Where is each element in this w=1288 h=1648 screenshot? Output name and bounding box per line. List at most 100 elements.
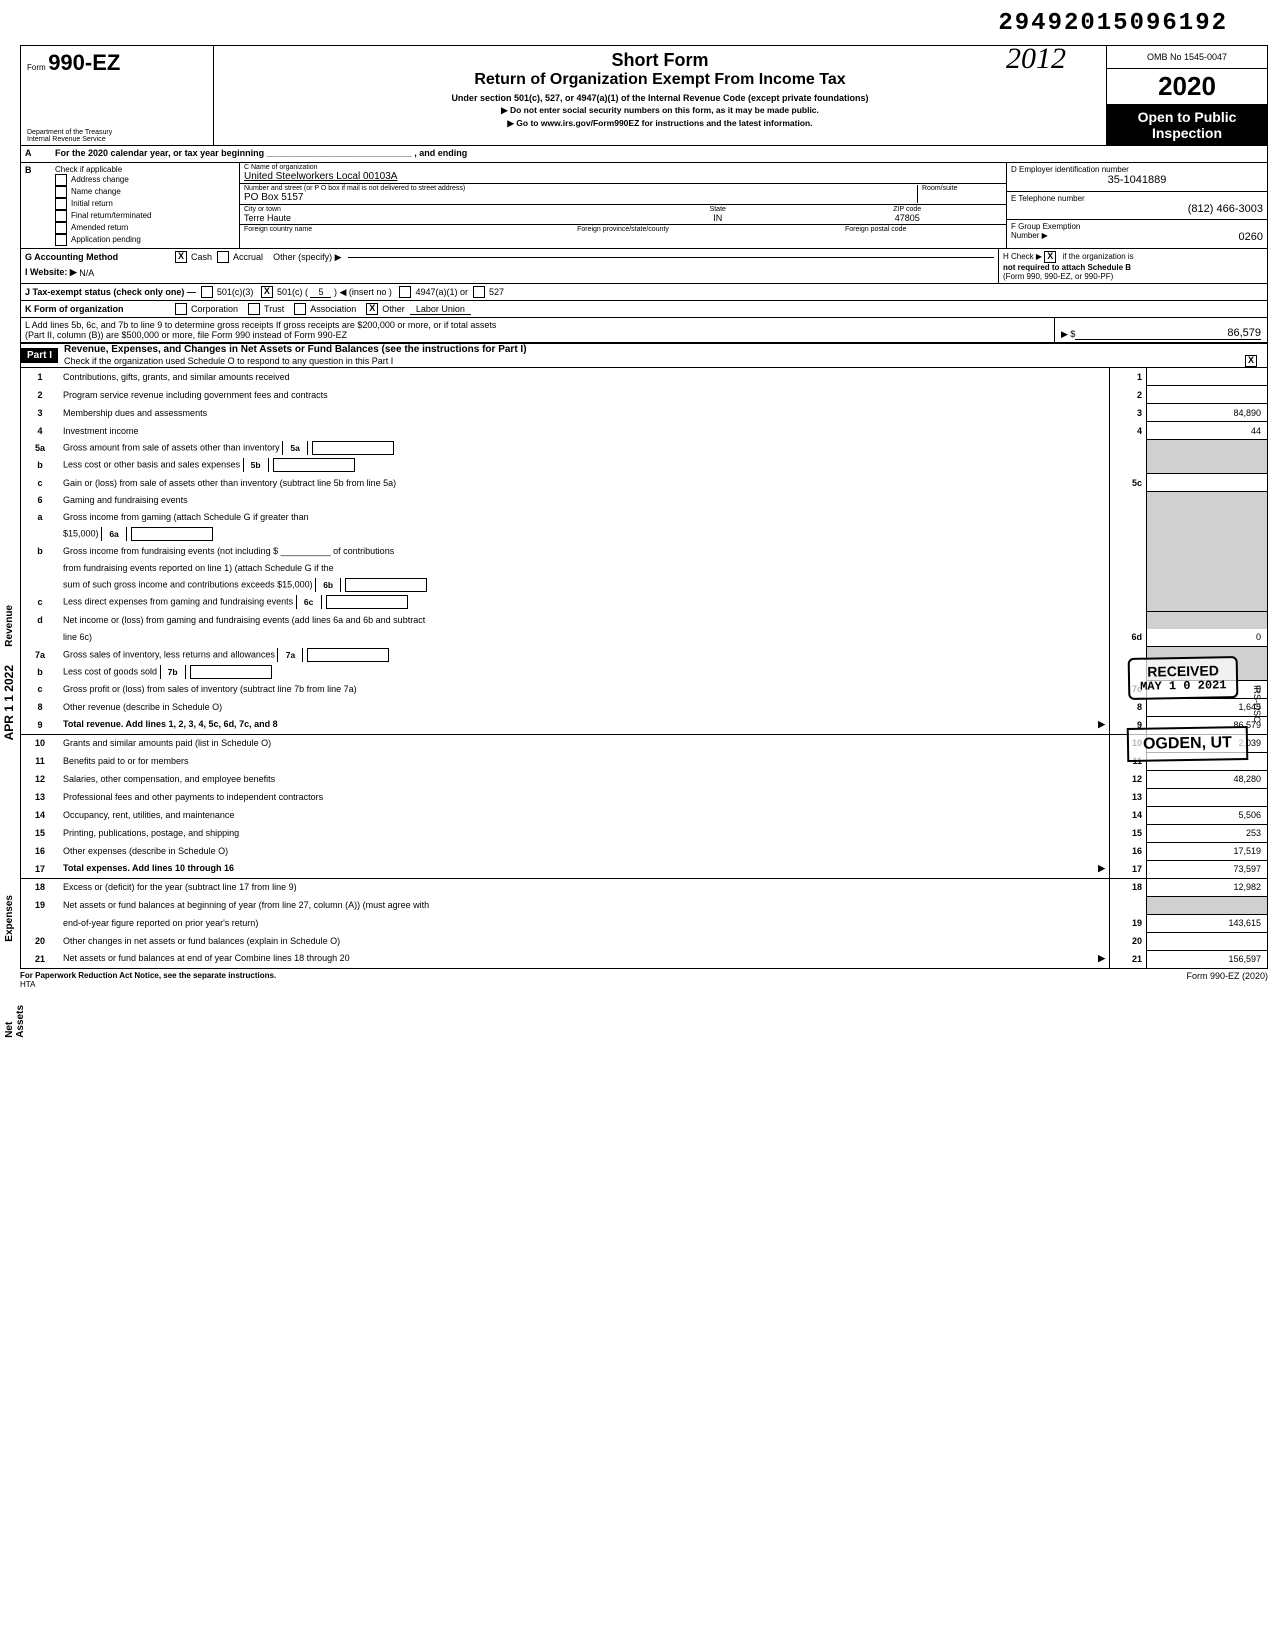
- checkbox-trust[interactable]: [248, 303, 260, 315]
- line-5b-desc: Less cost or other basis and sales expen…: [63, 459, 240, 469]
- checkbox-corporation[interactable]: [175, 303, 187, 315]
- foreign-prov-label: Foreign province/state/county: [497, 226, 750, 233]
- handwritten-year: 2012: [1006, 42, 1066, 76]
- checkbox-application-pending[interactable]: [55, 234, 67, 246]
- box-6c[interactable]: [326, 595, 408, 609]
- label-accrual: Accrual: [233, 252, 263, 262]
- checkbox-address-change[interactable]: [55, 174, 67, 186]
- checkbox-501c3[interactable]: [201, 286, 213, 298]
- line-8-desc: Other revenue (describe in Schedule O): [59, 698, 1110, 716]
- footer-hta: HTA: [20, 980, 35, 989]
- line-8-amt: 1,645: [1147, 698, 1268, 716]
- line-18-amt: 12,982: [1147, 878, 1268, 896]
- room-label: Room/suite: [922, 185, 1002, 192]
- side-label-expenses: Expenses: [4, 895, 15, 942]
- checkbox-other-org[interactable]: X: [366, 303, 378, 315]
- ein-value: 35-1041889: [1011, 174, 1263, 186]
- line-17-amt: 73,597: [1147, 860, 1268, 878]
- label-application-pending: Application pending: [71, 235, 141, 244]
- line-12-amt: 48,280: [1147, 770, 1268, 788]
- box-5a[interactable]: [312, 441, 394, 455]
- header-right: OMB No 1545-0047 2020 Open to Public Ins…: [1106, 46, 1267, 145]
- form-title-1: Short Form: [222, 50, 1098, 71]
- box-6a[interactable]: [131, 527, 213, 541]
- form-subtitle-1: Under section 501(c), 527, or 4947(a)(1)…: [222, 93, 1098, 103]
- phone-value: (812) 466-3003: [1011, 203, 1263, 215]
- checkbox-h[interactable]: X: [1044, 251, 1056, 263]
- line-3-desc: Membership dues and assessments: [59, 404, 1110, 422]
- line-1-amt: [1147, 368, 1268, 386]
- line-19-desc2: end-of-year figure reported on prior yea…: [59, 914, 1110, 932]
- checkbox-501c[interactable]: X: [261, 286, 273, 298]
- line-5a-desc: Gross amount from sale of assets other t…: [63, 442, 280, 452]
- tax-exempt-label: J Tax-exempt status (check only one) —: [25, 287, 196, 297]
- checkbox-final-return[interactable]: [55, 210, 67, 222]
- city-value: Terre Haute: [244, 213, 291, 223]
- right-block-def: D Employer identification number 35-1041…: [1006, 163, 1267, 248]
- row-l: L Add lines 5b, 6c, and 7b to line 9 to …: [21, 318, 1267, 343]
- box-7b[interactable]: [190, 665, 272, 679]
- other-org-value: Labor Union: [410, 304, 471, 315]
- received-stamp: RECEIVED MAY 1 0 2021: [1127, 656, 1238, 700]
- irs-osc-stamp: IRS-OSC: [1252, 685, 1262, 723]
- line-6a-desc2: $15,000): [63, 528, 99, 538]
- line-6d-amt: 0: [1147, 629, 1268, 647]
- open-line-2: Inspection: [1109, 125, 1265, 141]
- checkbox-527[interactable]: [473, 286, 485, 298]
- checkbox-schedule-o[interactable]: X: [1245, 355, 1257, 367]
- checkbox-association[interactable]: [294, 303, 306, 315]
- line-1-desc: Contributions, gifts, grants, and simila…: [59, 368, 1110, 386]
- group-exemption-value: 0260: [1239, 231, 1263, 243]
- label-final-return: Final return/terminated: [71, 211, 151, 220]
- line-18-desc: Excess or (deficit) for the year (subtra…: [59, 878, 1110, 896]
- section-c: C Name of organization United Steelworke…: [240, 163, 1006, 248]
- line-15-amt: 253: [1147, 824, 1268, 842]
- checkbox-cash[interactable]: X: [175, 251, 187, 263]
- footer-left: For Paperwork Reduction Act Notice, see …: [20, 971, 276, 980]
- l-text1: L Add lines 5b, 6c, and 7b to line 9 to …: [25, 320, 1050, 330]
- foreign-postal-label: Foreign postal code: [749, 226, 1002, 233]
- label-association: Association: [310, 304, 356, 314]
- line-6-desc: Gaming and fundraising events: [59, 492, 1110, 509]
- box-5b[interactable]: [273, 458, 355, 472]
- part1-check-text: Check if the organization used Schedule …: [64, 356, 393, 366]
- footer: For Paperwork Reduction Act Notice, see …: [20, 969, 1268, 991]
- side-label-netassets: Net Assets: [4, 1005, 26, 1038]
- part1-header-row: Part I Revenue, Expenses, and Changes in…: [21, 343, 1267, 368]
- checkbox-amended-return[interactable]: [55, 222, 67, 234]
- label-a: A: [21, 146, 51, 162]
- street-value: PO Box 5157: [244, 192, 303, 203]
- open-to-public: Open to Public Inspection: [1107, 105, 1267, 145]
- open-line-1: Open to Public: [1109, 109, 1265, 125]
- h-text4: (Form 990, 990-EZ, or 990-PF): [1003, 272, 1113, 281]
- checkbox-4947[interactable]: [399, 286, 411, 298]
- phone-label: E Telephone number: [1011, 194, 1085, 203]
- label-b: B: [21, 163, 51, 248]
- line-5c-amt: [1147, 474, 1268, 492]
- ein-label: D Employer identification number: [1011, 165, 1129, 174]
- form-of-org-label: K Form of organization: [25, 304, 175, 314]
- row-b-block: B Check if applicable Address change Nam…: [21, 163, 1267, 249]
- form-subtitle-2: ▶ Do not enter social security numbers o…: [222, 105, 1098, 116]
- label-amended-return: Amended return: [71, 223, 128, 232]
- line-17-desc: Total expenses. Add lines 10 through 16: [63, 863, 234, 873]
- label-name-change: Name change: [71, 187, 121, 196]
- checkbox-name-change[interactable]: [55, 186, 67, 198]
- box-7a[interactable]: [307, 648, 389, 662]
- box-6b[interactable]: [345, 578, 427, 592]
- label-trust: Trust: [264, 304, 284, 314]
- line-16-amt: 17,519: [1147, 842, 1268, 860]
- checkbox-initial-return[interactable]: [55, 198, 67, 210]
- check-if-applicable: Check if applicable: [55, 165, 235, 174]
- line-19-amt: 143,615: [1147, 914, 1268, 932]
- h-text2: if the organization is: [1063, 252, 1134, 261]
- label-other-org: Other: [382, 304, 405, 314]
- line-4-amt: 44: [1147, 422, 1268, 440]
- line-3-amt: 84,890: [1147, 404, 1268, 422]
- line-15-desc: Printing, publications, postage, and shi…: [59, 824, 1110, 842]
- line-13-desc: Professional fees and other payments to …: [59, 788, 1110, 806]
- checkbox-accrual[interactable]: [217, 251, 229, 263]
- line-6b-desc3: sum of such gross income and contributio…: [63, 579, 313, 589]
- row-k: K Form of organization Corporation Trust…: [21, 301, 1267, 318]
- dept-irs: Internal Revenue Service: [27, 136, 112, 143]
